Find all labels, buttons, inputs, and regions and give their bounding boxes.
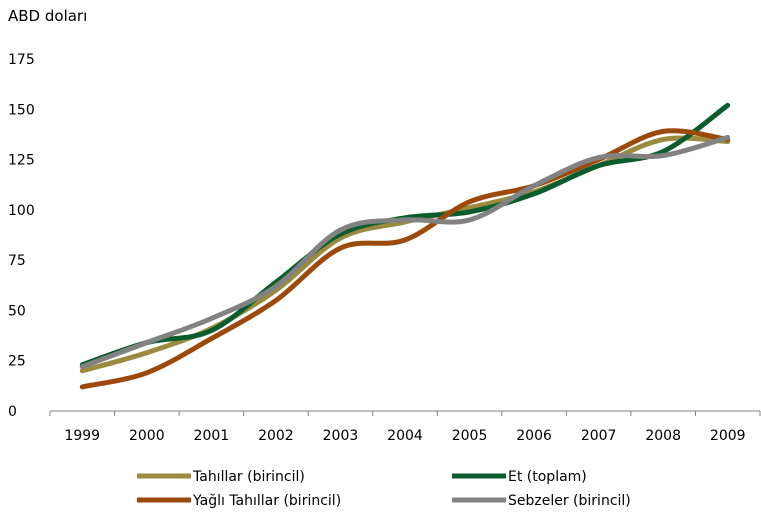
- y-tick-label: 175: [8, 52, 35, 68]
- x-tick-label: 2003: [323, 428, 359, 444]
- x-axis-ticks: 1999 2000 2001 2002 2003 2004 2005 2006 2007 2008…: [49, 411, 761, 444]
- y-tick-label: 150: [8, 102, 35, 118]
- y-tick-label: 50: [8, 303, 26, 319]
- x-tick-label: 2008: [645, 428, 681, 444]
- x-tick-label: 2004: [387, 428, 423, 444]
- legend-label-et: Et (toplam): [508, 469, 587, 485]
- y-tick-label: 25: [8, 354, 26, 370]
- y-tick-label: 75: [8, 253, 26, 269]
- legend-label-sebzeler: Sebzeler (birincil): [508, 493, 631, 509]
- y-tick-label: 100: [8, 203, 35, 219]
- y-axis-unit-label: ABD doları: [8, 7, 87, 25]
- series-lines: [79, 102, 731, 390]
- series-line-sebzeler: [79, 134, 731, 370]
- y-axis-ticks: 0 25 50 75 100 125 150 175: [8, 52, 35, 420]
- y-tick-label: 125: [8, 153, 35, 169]
- y-tick-label: 0: [8, 404, 17, 420]
- x-tick-label: 2000: [129, 428, 165, 444]
- x-tick-label: 2006: [516, 428, 552, 444]
- x-tick-label: 1999: [64, 428, 100, 444]
- x-tick-label: 2001: [194, 428, 230, 444]
- x-tick-label: 2002: [258, 428, 294, 444]
- legend-label-yagli-tahillar: Yağlı Tahıllar (birincil): [192, 493, 341, 509]
- x-tick-label: 2007: [581, 428, 617, 444]
- series-line-yagli-tahillar: [79, 128, 731, 390]
- x-tick-label: 2009: [710, 428, 746, 444]
- x-tick-label: 2005: [452, 428, 488, 444]
- legend: Tahıllar (birincil) Et (toplam) Yağlı Tahı…: [137, 469, 631, 509]
- legend-label-tahillar: Tahıllar (birincil): [192, 469, 305, 485]
